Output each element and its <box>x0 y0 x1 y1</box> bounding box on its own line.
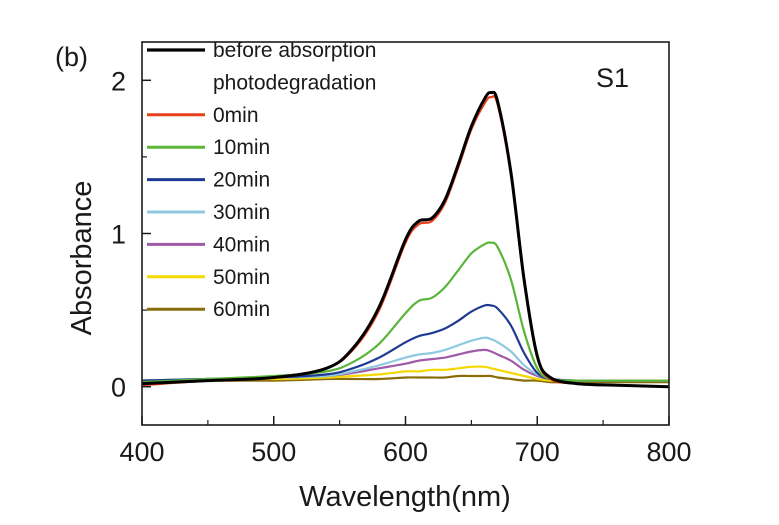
plot-area <box>142 42 669 425</box>
series-layer <box>141 90 670 389</box>
series-line-20min <box>141 303 669 382</box>
legend-label-60min: 60min <box>213 298 270 321</box>
series-line-10min <box>141 241 669 384</box>
series-line-50min <box>141 365 669 382</box>
series-line-before-absorption <box>141 90 670 389</box>
legend-label-20min: 20min <box>213 169 270 192</box>
axis-layer: 400 500 600 700 800 0 1 2 <box>111 66 692 467</box>
y-tick-label: 0 <box>111 373 126 403</box>
legend-label-photodegradation: photodegradation <box>213 71 376 94</box>
y-tick-label: 2 <box>111 66 126 96</box>
x-tick-label: 800 <box>646 437 691 467</box>
y-tick-label: 1 <box>111 220 126 250</box>
legend-label-10min: 10min <box>213 136 270 159</box>
legend-label-before-absorption: before absorption <box>213 39 376 62</box>
panel-label: (b) <box>55 42 88 72</box>
x-tick-label: 600 <box>383 437 428 467</box>
x-tick-label: 700 <box>515 437 560 467</box>
x-axis-title: Wavelength(nm) <box>299 481 511 513</box>
legend-label-50min: 50min <box>213 266 270 289</box>
legend: before absorption photodegradation 0min 10m… <box>147 39 376 321</box>
sample-label: S1 <box>596 63 629 93</box>
x-tick-label: 500 <box>251 437 296 467</box>
legend-label-30min: 30min <box>213 201 270 224</box>
y-axis-title: Absorbance <box>66 181 98 336</box>
legend-label-0min: 0min <box>213 104 259 127</box>
legend-label-40min: 40min <box>213 233 270 256</box>
x-tick-label: 400 <box>119 437 164 467</box>
series-line-60min <box>141 374 669 384</box>
